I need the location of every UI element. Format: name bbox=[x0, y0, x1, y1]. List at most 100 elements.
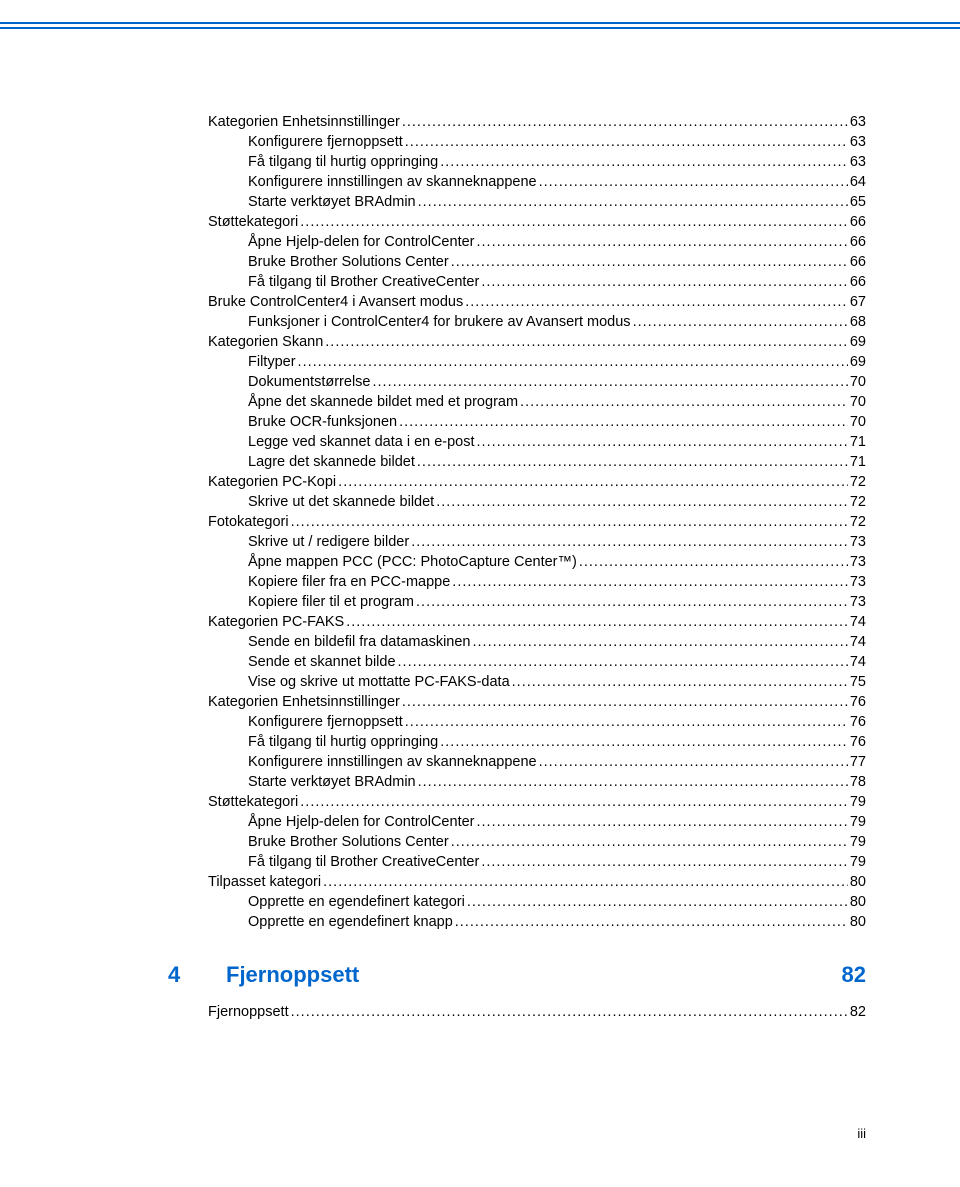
toc-leader-dots: ........................................… bbox=[436, 492, 848, 512]
toc-entry[interactable]: Skrive ut / redigere bilder.............… bbox=[168, 532, 866, 552]
toc-leader-dots: ........................................… bbox=[451, 252, 848, 272]
toc-entry[interactable]: Filtyper................................… bbox=[168, 352, 866, 372]
toc-entry[interactable]: Åpne Hjelp-delen for ControlCenter......… bbox=[168, 232, 866, 252]
toc-entry-title: Bruke OCR-funksjonen bbox=[248, 412, 397, 432]
toc-entry[interactable]: Starte verktøyet BRAdmin................… bbox=[168, 192, 866, 212]
toc-entry-page: 73 bbox=[850, 592, 866, 612]
toc-entry-title: Støttekategori bbox=[208, 792, 298, 812]
toc-entry-page: 66 bbox=[850, 272, 866, 292]
toc-leader-dots: ........................................… bbox=[398, 652, 848, 672]
toc-entry-title: Kategorien Skann bbox=[208, 332, 323, 352]
toc-entry-page: 70 bbox=[850, 412, 866, 432]
toc-leader-dots: ........................................… bbox=[300, 792, 848, 812]
toc-entry[interactable]: Få tilgang til hurtig oppringing........… bbox=[168, 152, 866, 172]
toc-entry-title: Sende en bildefil fra datamaskinen bbox=[248, 632, 470, 652]
toc-entry-page: 79 bbox=[850, 812, 866, 832]
section-title: Fjernoppsett bbox=[226, 962, 842, 988]
toc-entry[interactable]: Åpne mappen PCC (PCC: PhotoCapture Cente… bbox=[168, 552, 866, 572]
section-heading[interactable]: 4 Fjernoppsett 82 bbox=[168, 962, 866, 988]
toc-entry[interactable]: Bruke Brother Solutions Center..........… bbox=[168, 252, 866, 272]
toc-entry-page: 78 bbox=[850, 772, 866, 792]
toc-leader-dots: ........................................… bbox=[300, 212, 848, 232]
toc-entry-page: 72 bbox=[850, 492, 866, 512]
toc-entry-page: 69 bbox=[850, 332, 866, 352]
toc-entry-page: 63 bbox=[850, 152, 866, 172]
toc-entry[interactable]: Opprette en egendefinert knapp..........… bbox=[168, 912, 866, 932]
toc-entry[interactable]: Kategorien Enhetsinnstillinger..........… bbox=[168, 112, 866, 132]
toc-entry-title: Filtyper bbox=[248, 352, 296, 372]
toc-entry-title: Åpne Hjelp-delen for ControlCenter bbox=[248, 232, 475, 252]
toc-entry-title: Konfigurere innstillingen av skanneknapp… bbox=[248, 172, 537, 192]
toc-entry-page: 73 bbox=[850, 572, 866, 592]
toc-entry-page: 77 bbox=[850, 752, 866, 772]
toc-entry-page: 71 bbox=[850, 432, 866, 452]
toc-entry[interactable]: Konfigurere fjernoppsett................… bbox=[168, 712, 866, 732]
toc-entry-page: 80 bbox=[850, 892, 866, 912]
toc-entry-title: Fjernoppsett bbox=[208, 1002, 289, 1022]
toc-entry[interactable]: Få tilgang til Brother CreativeCenter...… bbox=[168, 852, 866, 872]
toc-leader-dots: ........................................… bbox=[481, 272, 848, 292]
toc-entry[interactable]: Starte verktøyet BRAdmin................… bbox=[168, 772, 866, 792]
toc-leader-dots: ........................................… bbox=[512, 672, 848, 692]
toc-entry[interactable]: Tilpasset kategori......................… bbox=[168, 872, 866, 892]
toc-leader-dots: ........................................… bbox=[411, 532, 848, 552]
toc-entry-title: Få tilgang til Brother CreativeCenter bbox=[248, 852, 479, 872]
toc-leader-dots: ........................................… bbox=[451, 832, 848, 852]
toc-entry-title: Starte verktøyet BRAdmin bbox=[248, 772, 416, 792]
toc-entry-page: 75 bbox=[850, 672, 866, 692]
toc-entry[interactable]: Bruke OCR-funksjonen....................… bbox=[168, 412, 866, 432]
toc-entry[interactable]: Åpne det skannede bildet med et program.… bbox=[168, 392, 866, 412]
toc-entry[interactable]: Dokumentstørrelse.......................… bbox=[168, 372, 866, 392]
toc-entry[interactable]: Fjernoppsett............................… bbox=[168, 1002, 866, 1022]
toc-entry[interactable]: Åpne Hjelp-delen for ControlCenter......… bbox=[168, 812, 866, 832]
toc-entry[interactable]: Vise og skrive ut mottatte PC-FAKS-data.… bbox=[168, 672, 866, 692]
toc-entry-page: 76 bbox=[850, 712, 866, 732]
toc-entry[interactable]: Konfigurere fjernoppsett................… bbox=[168, 132, 866, 152]
toc-entry-title: Vise og skrive ut mottatte PC-FAKS-data bbox=[248, 672, 510, 692]
toc-leader-dots: ........................................… bbox=[633, 312, 848, 332]
toc-leader-dots: ........................................… bbox=[338, 472, 848, 492]
toc-entry[interactable]: Kategorien PC-Kopi......................… bbox=[168, 472, 866, 492]
toc-entry[interactable]: Kategorien PC-FAKS......................… bbox=[168, 612, 866, 632]
toc-entry[interactable]: Kopiere filer til et program............… bbox=[168, 592, 866, 612]
toc-entry-page: 73 bbox=[850, 552, 866, 572]
toc-entry-title: Kategorien Enhetsinnstillinger bbox=[208, 692, 400, 712]
toc-entry[interactable]: Få tilgang til hurtig oppringing........… bbox=[168, 732, 866, 752]
toc-entry-title: Konfigurere innstillingen av skanneknapp… bbox=[248, 752, 537, 772]
section-page: 82 bbox=[842, 962, 866, 988]
toc-entry[interactable]: Legge ved skannet data i en e-post......… bbox=[168, 432, 866, 452]
toc-entry-page: 79 bbox=[850, 792, 866, 812]
toc-entry-page: 72 bbox=[850, 512, 866, 532]
toc-entry[interactable]: Sende en bildefil fra datamaskinen......… bbox=[168, 632, 866, 652]
toc-entry[interactable]: Opprette en egendefinert kategori.......… bbox=[168, 892, 866, 912]
toc-entry[interactable]: Bruke Brother Solutions Center..........… bbox=[168, 832, 866, 852]
toc-entry[interactable]: Lagre det skannede bildet...............… bbox=[168, 452, 866, 472]
toc-entry-title: Åpne mappen PCC (PCC: PhotoCapture Cente… bbox=[248, 552, 577, 572]
toc-entry-page: 70 bbox=[850, 372, 866, 392]
toc-entry-page: 68 bbox=[850, 312, 866, 332]
toc-entry-page: 82 bbox=[850, 1002, 866, 1022]
toc-entry[interactable]: Konfigurere innstillingen av skanneknapp… bbox=[168, 752, 866, 772]
toc-entry[interactable]: Fotokategori............................… bbox=[168, 512, 866, 532]
toc-entry[interactable]: Kopiere filer fra en PCC-mappe..........… bbox=[168, 572, 866, 592]
toc-entry[interactable]: Skrive ut det skannede bildet...........… bbox=[168, 492, 866, 512]
toc-entry-title: Bruke Brother Solutions Center bbox=[248, 832, 449, 852]
toc-entry-title: Dokumentstørrelse bbox=[248, 372, 370, 392]
toc-entry-page: 76 bbox=[850, 692, 866, 712]
toc-entry-title: Funksjoner i ControlCenter4 for brukere … bbox=[248, 312, 631, 332]
toc-entry[interactable]: Støttekategori..........................… bbox=[168, 792, 866, 812]
toc-entry[interactable]: Konfigurere innstillingen av skanneknapp… bbox=[168, 172, 866, 192]
toc-leader-dots: ........................................… bbox=[418, 772, 848, 792]
toc-leader-dots: ........................................… bbox=[520, 392, 848, 412]
toc-leader-dots: ........................................… bbox=[402, 112, 848, 132]
toc-entry[interactable]: Bruke ControlCenter4 i Avansert modus...… bbox=[168, 292, 866, 312]
toc-entry-title: Åpne det skannede bildet med et program bbox=[248, 392, 518, 412]
toc-entry[interactable]: Kategorien Skann........................… bbox=[168, 332, 866, 352]
toc-entry[interactable]: Få tilgang til Brother CreativeCenter...… bbox=[168, 272, 866, 292]
toc-entry[interactable]: Kategorien Enhetsinnstillinger..........… bbox=[168, 692, 866, 712]
toc-entry[interactable]: Funksjoner i ControlCenter4 for brukere … bbox=[168, 312, 866, 332]
toc-entry-page: 79 bbox=[850, 832, 866, 852]
toc-entry[interactable]: Støttekategori..........................… bbox=[168, 212, 866, 232]
toc-entry-page: 74 bbox=[850, 652, 866, 672]
toc-entry[interactable]: Sende et skannet bilde..................… bbox=[168, 652, 866, 672]
